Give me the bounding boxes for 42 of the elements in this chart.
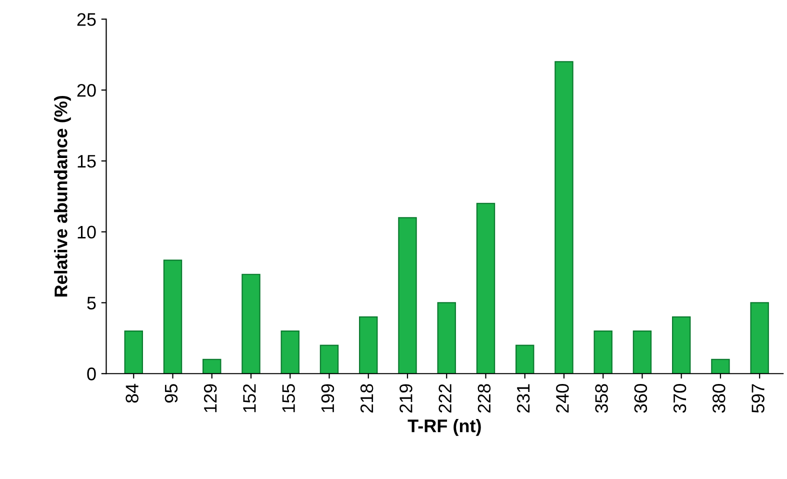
y-tick-label: 0	[87, 368, 96, 380]
bar	[280, 330, 300, 374]
x-tick-label: 380	[712, 384, 726, 413]
bar	[554, 61, 574, 374]
x-tick-label: 155	[282, 384, 295, 412]
y-tick-label: 20	[77, 84, 96, 97]
x-tick-label: 218	[360, 384, 374, 413]
bar	[124, 330, 143, 374]
bar	[516, 344, 534, 374]
y-tick-label: 10	[78, 226, 96, 239]
y-tick-label: 25	[77, 13, 96, 26]
bar	[711, 358, 730, 374]
y-axis-title: Relative abundance (%)	[54, 96, 71, 297]
y-tick-label: 5	[87, 296, 96, 310]
x-tick-label: 370	[673, 384, 686, 413]
bar	[437, 302, 456, 374]
x-axis-title: T-RF (nt)	[408, 419, 481, 436]
x-tick-label: 228	[478, 384, 491, 413]
x-tick-label: 152	[243, 384, 256, 412]
bar	[320, 344, 339, 374]
bar	[632, 330, 652, 374]
bar	[359, 316, 378, 374]
x-tick-label: 240	[556, 384, 569, 413]
y-tick-label: 15	[78, 155, 96, 168]
bar	[672, 316, 691, 374]
bar	[242, 274, 260, 374]
bar	[476, 202, 496, 374]
x-tick-label: 231	[516, 384, 530, 413]
x-tick-label: 219	[400, 384, 412, 413]
x-tick-label: 95	[164, 384, 178, 403]
x-tick-label: 358	[595, 384, 608, 413]
bar	[163, 260, 182, 374]
bar	[202, 358, 222, 374]
x-tick-label: 597	[752, 384, 764, 413]
x-tick-label: 360	[634, 384, 648, 413]
x-tick-label: 199	[321, 384, 334, 412]
bar	[398, 217, 417, 374]
bar	[594, 330, 612, 374]
x-tick-label: 84	[126, 384, 138, 403]
bar	[750, 302, 769, 374]
x-tick-label: 129	[204, 384, 217, 412]
x-tick-label: 222	[438, 384, 452, 413]
